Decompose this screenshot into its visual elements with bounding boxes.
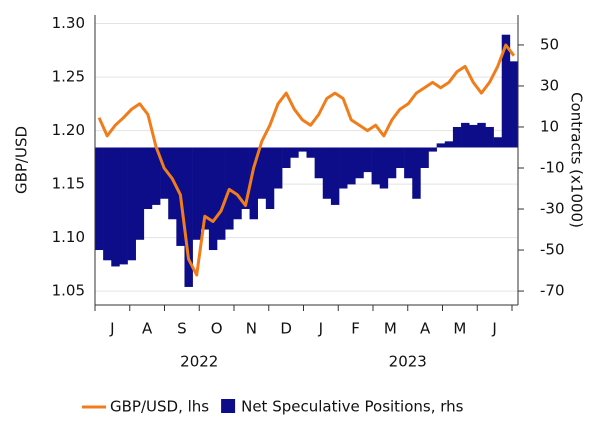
x-tick-label: F [351,320,360,338]
bar [347,147,356,185]
bar [404,147,413,179]
x-tick-label: J [491,320,496,338]
x-tick-label: N [246,320,257,338]
bar [127,147,136,261]
bar [314,147,324,179]
bar [208,147,218,251]
x-tick-label: O [211,320,223,338]
bar [322,147,332,199]
bar [452,126,462,148]
bar [95,147,104,251]
y2-tick-label: -50 [540,241,565,259]
bar [143,147,153,210]
bar [330,147,340,205]
bar [306,147,315,158]
bar [412,147,421,199]
x-tick-label: D [280,320,292,338]
y2-tick-label: 10 [540,117,559,135]
x-tick-label: J [318,320,323,338]
bar [257,147,267,199]
bar [363,147,372,173]
bar [151,147,161,205]
bar [217,147,226,240]
y-tick-label: 1.30 [52,14,85,32]
year-label: 2022 [180,353,218,371]
y-tick-label: 1.05 [52,282,85,300]
bar [461,122,470,148]
x-tick-label: M [453,320,466,338]
bar [119,147,128,265]
bar [339,147,348,189]
bar [135,147,145,240]
legend-swatch [221,399,236,413]
y-tick-label: 1.10 [52,228,85,246]
x-tick-label: S [177,320,187,338]
bar [103,147,112,261]
bar [379,147,389,189]
y-tick-label: 1.20 [52,121,85,139]
bar [469,124,478,148]
bar [371,147,381,185]
bar [233,147,242,220]
bar [184,147,193,287]
legend-label: Net Speculative Positions, rhs [241,398,464,416]
bar [387,147,397,179]
y2-tick-label: -70 [540,282,565,300]
bar [282,147,291,168]
line [97,43,516,277]
x-tick-label: A [420,320,431,338]
y2-tick-label: -10 [540,158,565,176]
bar [485,126,494,148]
bar [192,147,202,240]
bar [420,147,429,168]
bar [111,147,120,267]
x-tick-label: M [384,320,397,338]
bar [168,147,177,220]
bar [395,147,405,168]
y-tick-label: 1.15 [52,175,85,193]
bar [436,143,446,148]
bar [509,61,519,148]
y2-tick-label: 50 [540,35,559,53]
bar [355,147,364,179]
x-tick-label: A [142,320,153,338]
y-tick-label: 1.25 [52,68,85,86]
x-tick-label: J [109,320,114,338]
bar [290,147,299,158]
bar [265,147,275,210]
bar [273,147,283,189]
y2-tick-label: -30 [540,200,565,218]
bar [428,147,437,152]
bar [444,141,454,148]
y2-axis-title: Contracts (x1000) [568,92,586,228]
y2-tick-label: 30 [540,76,559,94]
bar [298,147,307,152]
bar [249,147,258,220]
year-label: 2023 [389,353,427,371]
legend-label: GBP/USD, lhs [110,398,209,416]
bar [477,122,486,148]
y-axis-title: GBP/USD [13,126,31,194]
bar [493,137,503,148]
bar [501,34,511,148]
bar [241,147,250,210]
bar [200,147,210,230]
bar [160,147,169,199]
